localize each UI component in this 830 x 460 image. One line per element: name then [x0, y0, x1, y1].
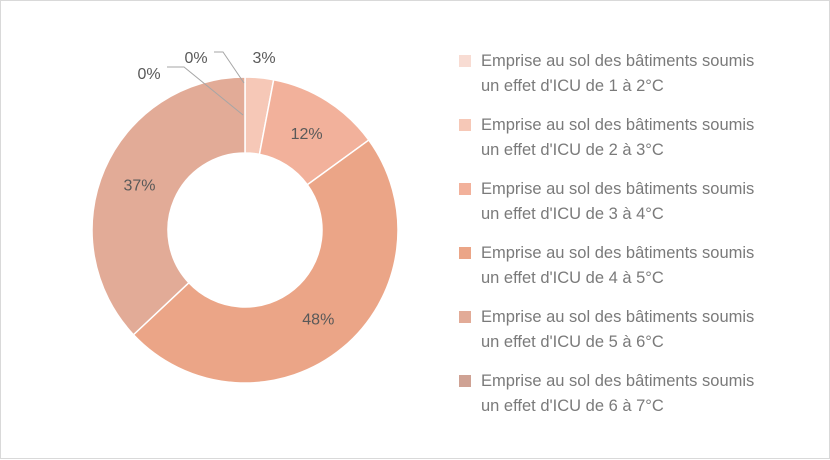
legend-label-5: Emprise au sol des bâtiments soumis un e… [481, 308, 755, 351]
legend-item-2: Emprise au sol des bâtiments soumis un e… [459, 113, 819, 177]
data-label-3: 12% [291, 126, 323, 143]
data-label-5: 37% [123, 177, 155, 194]
legend-label-6: Emprise au sol des bâtiments soumis un e… [481, 372, 755, 415]
donut-slice-5 [91, 76, 246, 336]
legend-swatch-1 [459, 55, 471, 67]
legend-label-4: Emprise au sol des bâtiments soumis un e… [481, 244, 755, 287]
legend-label-3: Emprise au sol des bâtiments soumis un e… [481, 180, 755, 223]
data-label-6: 0% [137, 66, 160, 83]
legend-item-5: Emprise au sol des bâtiments soumis un e… [459, 305, 819, 369]
data-label-1: 0% [184, 50, 207, 67]
legend-item-4: Emprise au sol des bâtiments soumis un e… [459, 241, 819, 305]
legend-swatch-6 [459, 375, 471, 387]
legend-item-3: Emprise au sol des bâtiments soumis un e… [459, 177, 819, 241]
legend-item-1: Emprise au sol des bâtiments soumis un e… [459, 49, 819, 113]
legend-swatch-4 [459, 247, 471, 259]
legend-label-2: Emprise au sol des bâtiments soumis un e… [481, 116, 755, 159]
legend-swatch-2 [459, 119, 471, 131]
legend-swatch-5 [459, 311, 471, 323]
legend-swatch-3 [459, 183, 471, 195]
legend: Emprise au sol des bâtiments soumis un e… [459, 49, 819, 433]
donut-slice-4 [132, 139, 399, 384]
leader-line-2 [167, 66, 244, 116]
legend-label-1: Emprise au sol des bâtiments soumis un e… [481, 52, 755, 95]
legend-item-6: Emprise au sol des bâtiments soumis un e… [459, 369, 819, 433]
data-label-2: 3% [252, 50, 275, 67]
data-label-4: 48% [302, 312, 334, 329]
leader-line-1 [214, 51, 245, 84]
